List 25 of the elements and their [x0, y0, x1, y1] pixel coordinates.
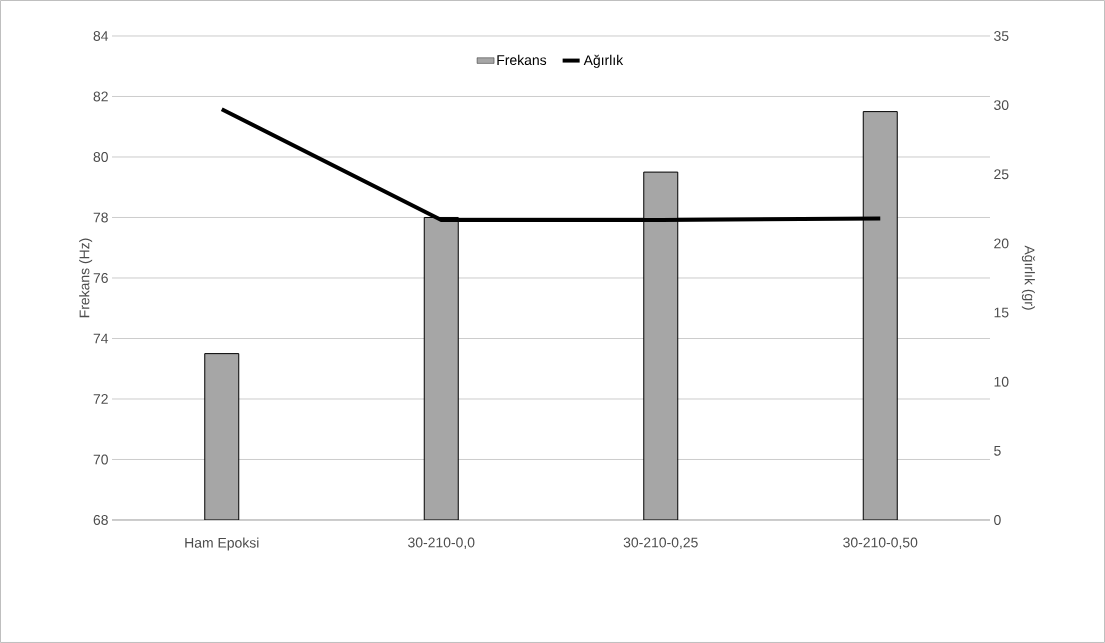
legend-label: Frekans [497, 54, 547, 66]
x-tick-label: 30-210-0,25 [623, 537, 698, 550]
x-tick-label: 30-210-0,0 [408, 537, 475, 550]
y-tick-label: 70 [93, 454, 108, 465]
y-tick-label: 68 [93, 515, 108, 525]
y-tick-label: 76 [93, 273, 108, 283]
y2-tick-label: 15 [994, 307, 1009, 318]
y-tick-label: 78 [93, 212, 108, 223]
y2-tick-label: 10 [994, 376, 1009, 387]
y-tick-label: 80 [93, 152, 108, 162]
y-tick-label: 84 [93, 31, 109, 41]
y2-axis-title: Ağırlık (gr) [1021, 245, 1036, 310]
y2-tick-label: 5 [994, 445, 1001, 456]
y2-tick-label: 0 [994, 515, 1001, 525]
y2-tick-label: 25 [994, 169, 1009, 180]
y-axis-title: Frekans (Hz) [79, 238, 93, 318]
y-tick-label: 82 [93, 91, 108, 102]
x-tick-label: Ham Epoksi [185, 537, 259, 551]
y-tick-label: 74 [93, 333, 109, 344]
y2-tick-label: 35 [994, 31, 1009, 41]
y-tick-label: 72 [93, 394, 108, 404]
y2-tick-label: 20 [994, 238, 1009, 249]
y2-tick-label: 30 [994, 100, 1009, 111]
x-tick-label: 30-210-0,50 [843, 537, 918, 550]
legend-label: Ağırlık [583, 54, 624, 68]
